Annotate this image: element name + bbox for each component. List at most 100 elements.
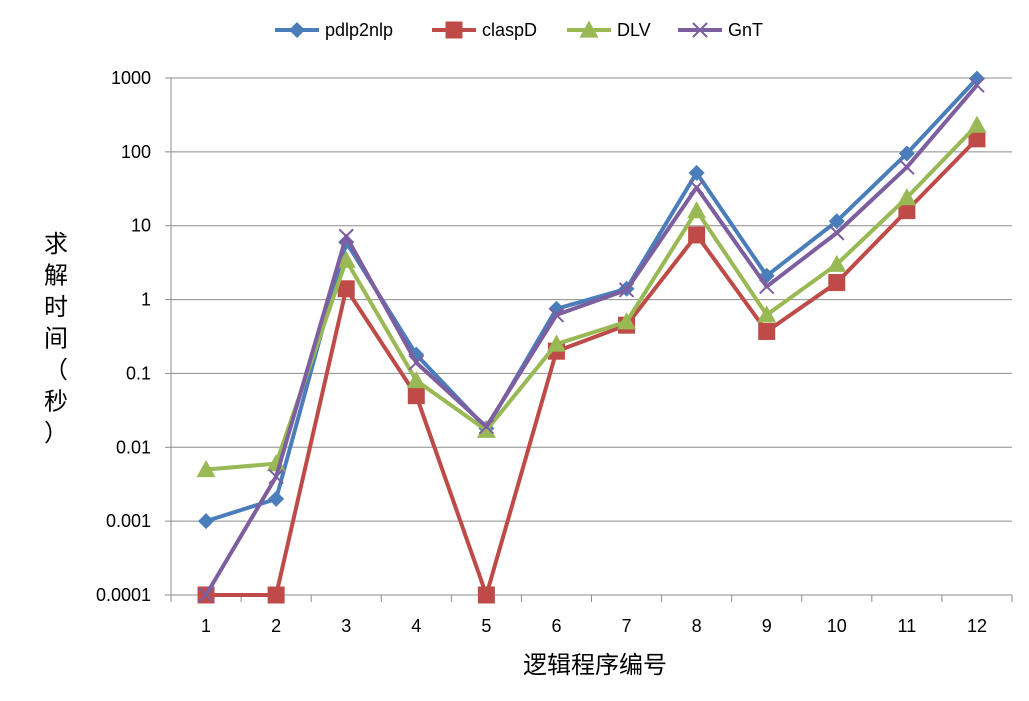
x-tick-label: 3 bbox=[341, 616, 351, 636]
series-line bbox=[206, 137, 979, 597]
data-point bbox=[898, 145, 915, 162]
y-tick-label: 1 bbox=[141, 290, 151, 310]
x-tick-label: 6 bbox=[551, 616, 561, 636]
data-point bbox=[618, 282, 635, 298]
x-marker-stroke bbox=[829, 225, 845, 241]
data-point bbox=[759, 278, 775, 295]
data-point bbox=[406, 371, 426, 389]
x-marker-stroke bbox=[618, 282, 635, 298]
x-tick-label: 9 bbox=[762, 616, 772, 636]
data-point bbox=[548, 307, 565, 323]
series-group bbox=[196, 70, 987, 604]
y-tick-label: 0.0001 bbox=[96, 585, 151, 605]
data-point bbox=[829, 225, 845, 241]
x-tick-label: 4 bbox=[411, 616, 421, 636]
x-tick-label: 5 bbox=[481, 616, 491, 636]
data-point bbox=[828, 274, 846, 292]
data-point bbox=[687, 201, 707, 219]
legend-label: pdlp2nlp bbox=[325, 20, 393, 40]
y-axis-title-char: （ bbox=[44, 356, 68, 384]
legend-item: GnT bbox=[678, 20, 763, 40]
x-marker-stroke bbox=[478, 418, 495, 435]
x-tick-label: 2 bbox=[271, 616, 281, 636]
data-point bbox=[827, 254, 847, 272]
legend-marker bbox=[445, 21, 463, 39]
x-tick-label: 8 bbox=[692, 616, 702, 636]
data-point bbox=[478, 418, 495, 435]
x-marker-stroke bbox=[969, 77, 985, 93]
data-point bbox=[758, 322, 776, 340]
y-axis-title-char: 间 bbox=[44, 325, 68, 353]
data-point bbox=[546, 334, 566, 352]
y-tick-label: 0.01 bbox=[116, 437, 151, 457]
y-tick-label: 10 bbox=[131, 216, 151, 236]
x-marker-stroke bbox=[688, 179, 705, 196]
legend-item: claspD bbox=[432, 20, 537, 40]
data-point bbox=[968, 130, 986, 148]
data-point bbox=[757, 305, 777, 323]
x-axis-title: 逻辑程序编号 bbox=[523, 651, 667, 679]
data-point bbox=[688, 164, 705, 181]
x-marker-stroke bbox=[692, 22, 708, 38]
data-point bbox=[337, 280, 355, 298]
legend-marker bbox=[692, 22, 708, 38]
legend-item: DLV bbox=[567, 20, 651, 40]
data-point bbox=[617, 312, 637, 330]
x-tick-label: 12 bbox=[967, 616, 987, 636]
y-axis-title-char: 求 bbox=[44, 230, 68, 258]
data-point bbox=[408, 354, 424, 371]
y-axis-title-char: 解 bbox=[44, 262, 68, 290]
data-point bbox=[476, 420, 496, 438]
legend-label: DLV bbox=[617, 20, 651, 40]
data-point bbox=[967, 115, 987, 133]
y-axis-title-char: 秒 bbox=[44, 388, 68, 416]
data-point bbox=[828, 213, 845, 230]
data-point bbox=[338, 228, 354, 244]
x-marker-stroke bbox=[198, 587, 214, 603]
legend: pdlp2nlp claspD DLV GnT bbox=[275, 20, 763, 40]
legend-label: claspD bbox=[482, 20, 537, 40]
data-point bbox=[969, 77, 985, 93]
x-tick-label: 10 bbox=[827, 616, 847, 636]
x-tick-labels: 1 2 3 4 5 6 7 8 9 10 11 12 bbox=[201, 616, 987, 636]
legend-label: GnT bbox=[728, 20, 763, 40]
series-line bbox=[205, 123, 979, 472]
x-marker-stroke bbox=[408, 354, 424, 371]
data-point bbox=[688, 179, 705, 196]
x-marker-stroke bbox=[759, 278, 775, 295]
legend-item: pdlp2nlp bbox=[275, 20, 393, 40]
data-point bbox=[196, 460, 216, 478]
series-claspD bbox=[197, 130, 986, 604]
y-tick-label: 1000 bbox=[111, 68, 151, 88]
data-point bbox=[268, 468, 284, 485]
x-tick-label: 1 bbox=[201, 616, 211, 636]
x-tick-label: 7 bbox=[622, 616, 632, 636]
data-point bbox=[899, 159, 915, 175]
data-point bbox=[968, 70, 985, 87]
x-marker-stroke bbox=[338, 228, 354, 244]
x-tick-label: 11 bbox=[898, 616, 917, 636]
legend-marker bbox=[579, 20, 599, 38]
data-point bbox=[897, 188, 917, 206]
data-point bbox=[336, 250, 356, 268]
data-point bbox=[407, 387, 425, 405]
data-point bbox=[198, 587, 214, 603]
data-point bbox=[198, 513, 215, 530]
series-line bbox=[205, 77, 979, 524]
y-axis-title-char: 时 bbox=[44, 293, 68, 321]
data-point bbox=[898, 202, 916, 220]
y-tick-labels: 0.0001 0.001 0.01 0.1 1 10 100 1000 bbox=[96, 68, 151, 605]
y-axis-title-char: ） bbox=[44, 419, 68, 447]
data-point bbox=[267, 586, 285, 604]
data-point bbox=[477, 586, 495, 604]
series-GnT bbox=[198, 77, 985, 603]
series-line bbox=[204, 83, 979, 597]
series-DLV bbox=[196, 115, 987, 478]
legend-marker bbox=[289, 22, 305, 38]
data-point bbox=[688, 226, 706, 244]
y-tick-label: 0.1 bbox=[126, 363, 151, 383]
y-tick-label: 0.001 bbox=[106, 511, 151, 531]
